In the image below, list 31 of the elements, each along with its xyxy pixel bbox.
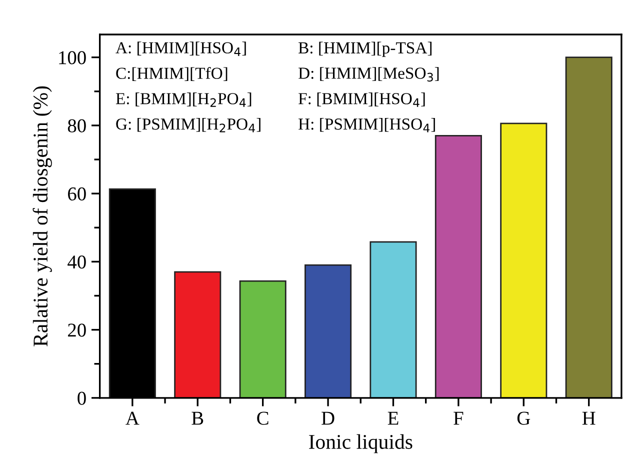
x-tick-label: E [388,412,398,425]
bar [370,241,417,398]
bar [500,122,548,398]
annotation: H: [PSMIM][HSO$_{4}$] [298,118,435,132]
annotation: E: [BMIM][H$_{2}$PO$_{4}$] [116,92,252,107]
x-tick-label: F [454,412,464,425]
y-tick-label: 80 [68,119,86,132]
x-tick-label: C [257,412,268,425]
x-axis-title: Ionic liquids [309,434,412,454]
annotation: D: [HMIM][MeSO$_{3}$] [298,67,439,82]
bar [239,280,286,398]
x-tick-label: D [322,412,334,425]
y-tick-label: 40 [68,255,86,269]
x-tick-label: B [192,412,204,425]
annotation: B: [HMIM][p-TSA] [298,42,432,57]
y-tick-label: 100 [59,51,86,64]
y-tick-label: 60 [68,187,86,200]
annotation: F: [BMIM][HSO$_{4}$] [298,92,425,107]
annotation: A: [HMIM][HSO$_{4}$] [116,42,246,56]
x-tick-label: G [517,412,530,425]
y-tick-label: 0 [78,392,86,405]
bar [304,264,352,398]
x-tick-label: H [582,412,596,425]
y-tick-label: 20 [68,324,86,337]
x-tick-label: A [126,412,140,425]
annotation: G: [PSMIM][H$_{2}$PO$_{4}$] [116,118,260,132]
y-axis-title: Ralative yield of diosgenin (%) [32,86,52,346]
bar [174,271,222,398]
bar [565,56,612,398]
bar [434,134,482,398]
annotation: C:[HMIM][TfO] [116,67,228,81]
